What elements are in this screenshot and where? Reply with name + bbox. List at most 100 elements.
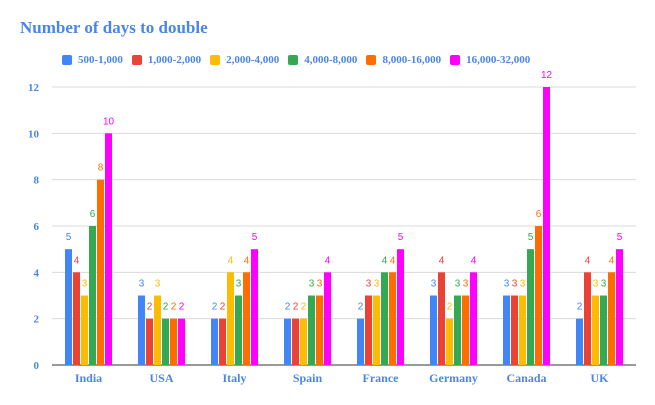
legend-item: 8,000-16,000: [366, 54, 441, 66]
bar: [65, 249, 72, 365]
data-label: 4: [244, 255, 250, 266]
bar: [576, 318, 583, 365]
bar: [138, 295, 145, 365]
x-tick-label: Italy: [223, 371, 247, 385]
bar: [211, 318, 218, 365]
y-tick-label: 2: [34, 314, 40, 326]
data-label: 4: [609, 255, 615, 266]
data-label: 3: [317, 279, 323, 290]
data-label: 4: [471, 255, 477, 266]
data-label: 3: [82, 279, 88, 290]
data-label: 10: [103, 116, 115, 127]
bar: [511, 295, 518, 365]
data-label: 8: [98, 163, 104, 174]
legend-item: 500-1,000: [62, 54, 123, 66]
legend-label: 1,000-2,000: [147, 54, 202, 66]
data-label: 6: [90, 209, 96, 220]
data-label: 3: [593, 279, 599, 290]
x-tick-label: India: [75, 371, 102, 385]
bar: [438, 272, 445, 365]
bar: [527, 249, 534, 365]
y-tick-label: 4: [34, 267, 40, 279]
bar: [146, 318, 153, 365]
bar: [454, 295, 461, 365]
bar: [503, 295, 510, 365]
legend-item: 16,000-32,000: [450, 54, 530, 66]
data-label: 2: [220, 302, 226, 313]
data-label: 2: [147, 302, 153, 313]
bar: [389, 272, 396, 365]
data-label: 5: [398, 232, 404, 243]
legend-item: 1,000-2,000: [131, 54, 202, 66]
data-label: 6: [536, 209, 542, 220]
legend-swatch: [288, 55, 299, 65]
x-tick-label: France: [363, 371, 400, 385]
y-tick-label: 6: [34, 221, 40, 233]
bar: [227, 272, 234, 365]
data-label: 12: [541, 70, 553, 81]
data-label: 2: [447, 302, 453, 313]
data-label: 4: [382, 255, 388, 266]
data-label: 2: [577, 302, 583, 313]
legend-label: 500-1,000: [78, 54, 123, 66]
bar: [89, 226, 96, 365]
data-label: 3: [520, 279, 526, 290]
legend-swatch: [450, 55, 461, 65]
data-label: 3: [309, 279, 315, 290]
bar: [584, 272, 591, 365]
data-label: 3: [455, 279, 461, 290]
data-label: 3: [512, 279, 518, 290]
x-tick-label: UK: [591, 371, 610, 385]
data-label: 5: [66, 232, 72, 243]
bar: [170, 318, 177, 365]
legend: 500-1,000 1,000-2,000 2,000-4,000 4,000-8,0…: [62, 52, 539, 68]
bar: [616, 249, 623, 365]
bar: [381, 272, 388, 365]
bar: [535, 226, 542, 365]
data-label: 4: [390, 255, 396, 266]
data-label: 2: [301, 302, 307, 313]
bar: [178, 318, 185, 365]
bar: [97, 179, 104, 365]
y-tick-label: 0: [34, 360, 40, 372]
bar: [357, 318, 364, 365]
bar: [430, 295, 437, 365]
x-tick-label: Canada: [506, 371, 546, 385]
data-label: 3: [139, 279, 145, 290]
bar: [365, 295, 372, 365]
data-label: 2: [293, 302, 299, 313]
legend-swatch: [62, 55, 72, 65]
data-label: 3: [374, 279, 380, 290]
data-label: 2: [179, 302, 185, 313]
data-label: 3: [463, 279, 469, 290]
data-label: 3: [431, 279, 437, 290]
data-label: 4: [74, 255, 80, 266]
data-label: 5: [528, 232, 534, 243]
legend-swatch: [131, 55, 142, 65]
legend-label: 8,000-16,000: [382, 54, 442, 66]
y-tick-label: 8: [34, 175, 40, 187]
data-label: 2: [285, 302, 291, 313]
data-label: 2: [171, 302, 177, 313]
x-tick-label: Germany: [429, 371, 478, 385]
data-label: 2: [163, 302, 169, 313]
y-tick-label: 10: [28, 128, 40, 140]
bar: [600, 295, 607, 365]
legend-label: 4,000-8,000: [304, 54, 358, 66]
data-label: 3: [155, 279, 161, 290]
legend-swatch: [366, 55, 377, 65]
bar: [316, 295, 323, 365]
bar: [251, 249, 258, 365]
chart-title: Number of days to double: [20, 18, 208, 37]
data-label: 4: [325, 255, 331, 266]
bar: [235, 295, 242, 365]
bar: [373, 295, 380, 365]
bar: [592, 295, 599, 365]
legend-item: 4,000-8,000: [288, 54, 357, 66]
data-label: 3: [366, 279, 372, 290]
bar: [324, 272, 331, 365]
legend-item: 2,000-4,000: [210, 54, 279, 66]
bar: [543, 87, 550, 365]
bar: [105, 133, 112, 365]
data-label: 3: [504, 279, 510, 290]
